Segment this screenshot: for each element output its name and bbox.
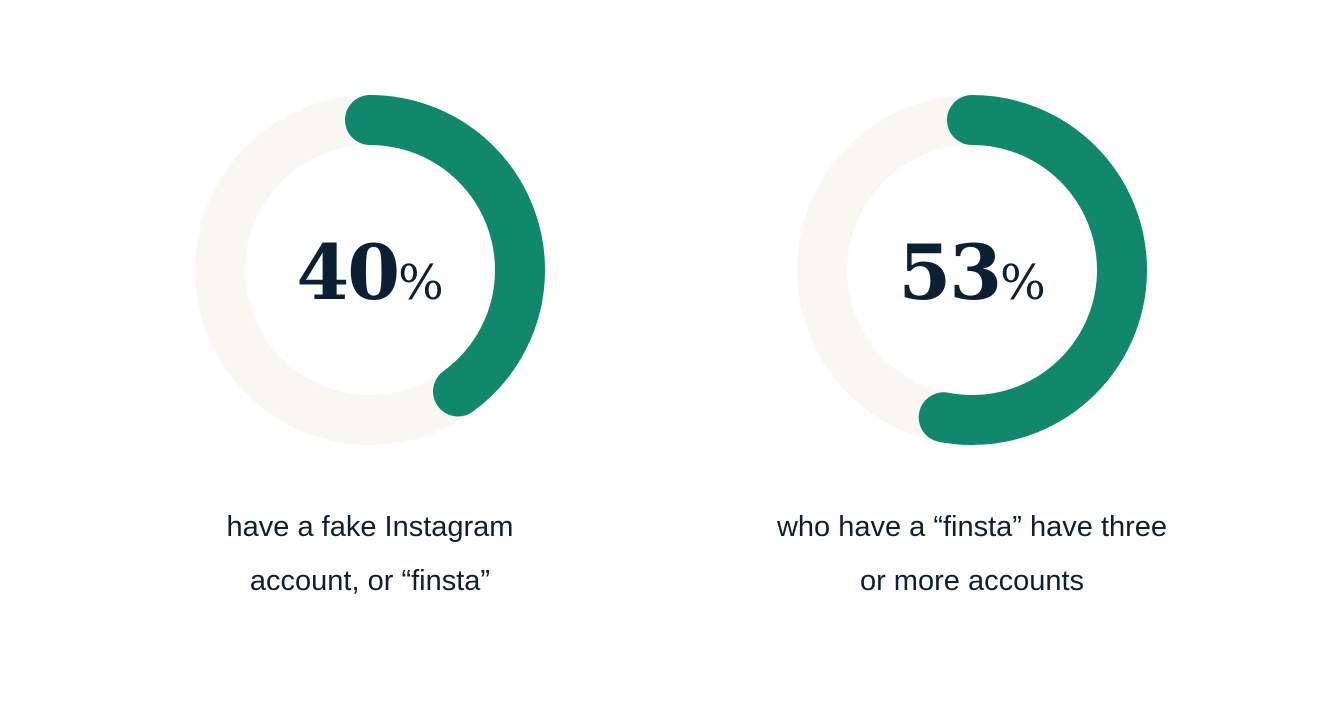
donut-chart — [797, 95, 1147, 445]
stat-caption: have a fake Instagram account, or “finst… — [110, 500, 630, 608]
stat-caption: who have a “finsta” have three or more a… — [712, 500, 1232, 608]
stat-value: 40% — [110, 228, 630, 317]
stat-unit: % — [398, 255, 444, 311]
donut-chart — [195, 95, 545, 445]
stat-unit: % — [1000, 255, 1046, 311]
caption-text: have a fake Instagram account, or “finst… — [226, 511, 514, 597]
stat-number: 40 — [296, 228, 400, 317]
stat-value: 53% — [712, 228, 1232, 317]
stat-number: 53 — [898, 228, 1002, 317]
caption-text: who have a “finsta” have three or more a… — [776, 511, 1168, 597]
donut-arc — [797, 95, 1147, 445]
donut-arc — [195, 95, 545, 445]
